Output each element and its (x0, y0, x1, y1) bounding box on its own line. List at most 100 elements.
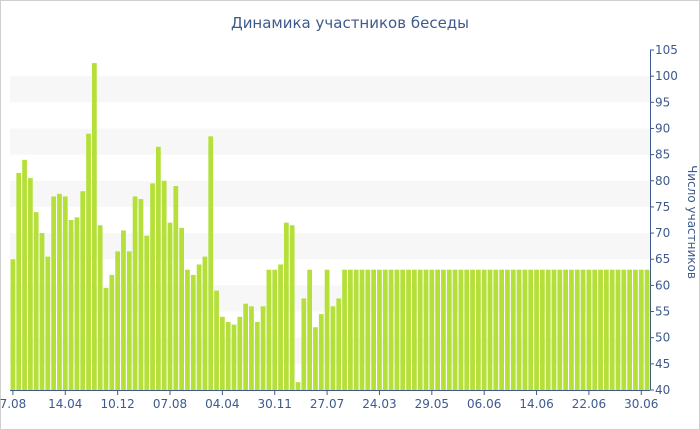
bar (446, 269, 452, 390)
bar (441, 269, 446, 390)
bar (272, 269, 278, 390)
bar (377, 269, 382, 390)
x-tick-label: 30.11 (258, 397, 292, 411)
grid-band (10, 233, 650, 260)
y-tick-label: 45 (655, 357, 670, 371)
y-tick-label: 100 (655, 69, 678, 83)
bar (598, 269, 603, 390)
bar (249, 306, 254, 390)
bar (62, 196, 68, 390)
y-tick-label: 95 (655, 95, 670, 109)
bar (225, 322, 231, 390)
bar (382, 269, 388, 390)
bar (452, 269, 458, 390)
bar (493, 269, 499, 390)
bar (534, 269, 539, 390)
axes (10, 50, 651, 391)
bar (569, 269, 574, 390)
bar (458, 269, 464, 390)
bar (301, 298, 307, 390)
bar (68, 220, 74, 390)
bar (254, 322, 260, 390)
y-tick-label: 85 (655, 148, 670, 162)
x-tick-label: 14.06 (519, 397, 553, 411)
bar (80, 191, 86, 390)
bar (603, 269, 609, 390)
bar (342, 269, 347, 390)
bar (621, 269, 627, 390)
bar (22, 159, 27, 390)
y-axis-ticks: 40 45 50 55 60 65 70 75 80 85 90 95 100 105 (650, 43, 678, 397)
bar (586, 269, 592, 390)
bar (313, 327, 318, 390)
y-tick-label: 40 (655, 383, 670, 397)
bar (237, 316, 243, 390)
bar (144, 235, 150, 390)
bar (39, 233, 45, 390)
bar (638, 269, 644, 390)
bar (505, 269, 510, 390)
x-tick-label: 7.08 (0, 397, 26, 411)
x-tick-label: 14.04 (48, 397, 82, 411)
bar (295, 382, 301, 390)
grid-band (10, 76, 650, 103)
bar (208, 136, 214, 390)
bar (330, 306, 336, 390)
bar (470, 269, 475, 390)
bar-series (10, 63, 650, 390)
bar (161, 180, 167, 390)
x-tick-label: 30.06 (624, 397, 658, 411)
x-axis-ticks: 7.08 14.04 10.12 07.08 04.04 30.11 27.07 24.03 2… (0, 390, 658, 411)
bar (318, 314, 324, 390)
bar (644, 269, 650, 390)
bar (190, 274, 196, 390)
y-tick-label: 50 (655, 331, 670, 345)
y-tick-label: 90 (655, 121, 670, 135)
bar (411, 269, 417, 390)
bar (57, 193, 62, 390)
y-tick-label: 80 (655, 174, 670, 188)
bar (283, 222, 289, 390)
bar (115, 251, 121, 390)
bar (592, 269, 598, 390)
bar (627, 269, 633, 390)
bar (109, 274, 115, 390)
bar (359, 269, 365, 390)
bar (173, 186, 179, 390)
bar (528, 269, 534, 390)
bar (365, 269, 371, 390)
bar (324, 269, 330, 390)
y-tick-label: 60 (655, 278, 670, 292)
x-tick-label: 22.06 (572, 397, 606, 411)
bar (202, 256, 208, 390)
bar (179, 227, 185, 390)
bar (33, 212, 39, 390)
bar (103, 288, 109, 390)
y-tick-label: 105 (655, 43, 678, 57)
bar (307, 269, 313, 390)
bar (10, 259, 16, 390)
bar (551, 269, 557, 390)
bar (557, 269, 563, 390)
bar (196, 264, 202, 390)
y-axis-label: Число участников (685, 165, 699, 279)
bar (574, 269, 580, 390)
bar (400, 269, 406, 390)
bar (27, 178, 33, 390)
bar (121, 230, 126, 390)
bar (539, 269, 545, 390)
bar (475, 269, 481, 390)
x-tick-label: 24.03 (362, 397, 396, 411)
bar (167, 222, 173, 390)
bar (266, 269, 272, 390)
bar (289, 225, 295, 390)
y-tick-label: 65 (655, 252, 670, 266)
x-tick-label: 10.12 (100, 397, 134, 411)
bar (609, 269, 615, 390)
bar (219, 316, 225, 390)
bar (633, 269, 638, 390)
bar (336, 298, 342, 390)
x-tick-label: 06.06 (467, 397, 501, 411)
bar (97, 225, 103, 390)
grid-band (10, 128, 650, 155)
